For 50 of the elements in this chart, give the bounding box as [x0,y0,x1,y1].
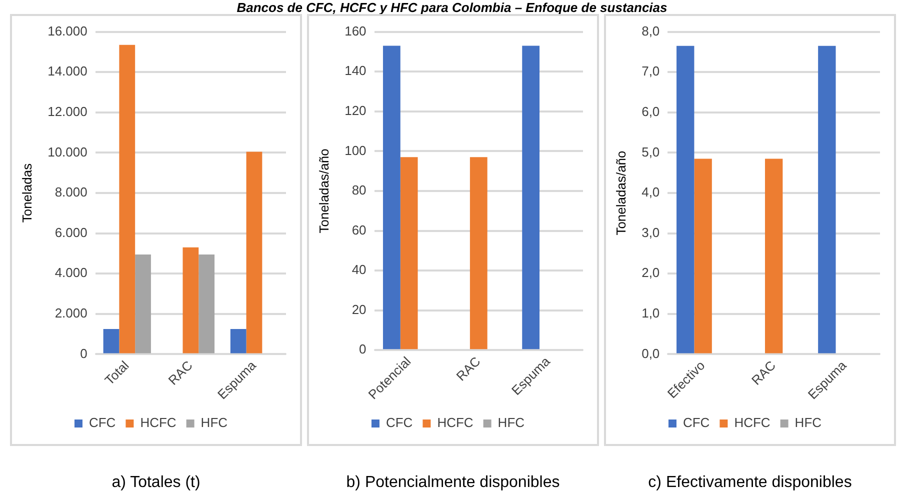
y-tick-label: 4,0 [642,184,660,200]
bar [230,329,246,354]
legend-label: CFC [88,415,116,430]
y-tick-label: 3,0 [642,224,660,240]
y-tick-label: 2,0 [642,265,660,280]
y-tick-label: 6.000 [54,224,88,240]
text: Bancos de CFC, HCFC y HFC para Colombia – Enfoque de sustancias [236,0,668,15]
y-tick-label: 6,0 [642,104,660,119]
y-tick-label: 120 [344,102,366,118]
y-tick-label: 0,0 [642,346,660,361]
text: b) Potencialmente disponibles [345,474,561,492]
bar [246,152,262,354]
y-tick-label: 7,0 [642,64,660,79]
y-tick-label: 4.000 [54,265,88,280]
y-tick-label: 10.000 [48,144,88,160]
y-tick-label: 16.000 [48,23,88,38]
bar [103,329,120,354]
text: c) Efectivamente disponibles [647,474,853,492]
y-tick-label: 100 [344,142,366,158]
y-tick-label: 1,0 [642,306,660,321]
y-axis-title: Toneladas [19,162,34,223]
bar [119,44,136,354]
legend-label: CFC [386,415,413,430]
bar [182,247,199,354]
legend-label: HFC [794,415,822,430]
y-tick-label: 8.000 [54,184,88,200]
y-axis-title: Toneladas/año [613,150,628,236]
y-tick-label: 0 [359,342,366,357]
y-tick-label: 60 [352,222,366,238]
y-tick-label: 40 [352,262,366,278]
legend-label: CFC [682,415,710,430]
legend-label: HCFC [437,415,474,430]
y-tick-label: 0 [80,346,88,361]
bar [198,254,215,354]
y-tick-label: 80 [352,182,366,198]
text: a) Totales (t) [110,474,202,492]
y-tick-label: 20 [352,302,366,317]
y-tick-label: 8,0 [642,23,660,38]
legend-label: HCFC [734,415,770,430]
legend-label: HFC [498,415,525,430]
legend-label: HCFC [140,415,176,430]
y-tick-label: 12.000 [48,104,88,119]
y-tick-label: 2.000 [54,306,88,321]
legend-label: HFC [200,415,228,430]
y-tick-label: 140 [344,63,366,78]
y-tick-label: 5,0 [642,144,660,160]
y-tick-label: 14.000 [48,64,88,79]
bar [135,254,151,354]
y-tick-label: 160 [344,23,366,38]
y-axis-title: Toneladas/año [316,148,332,234]
